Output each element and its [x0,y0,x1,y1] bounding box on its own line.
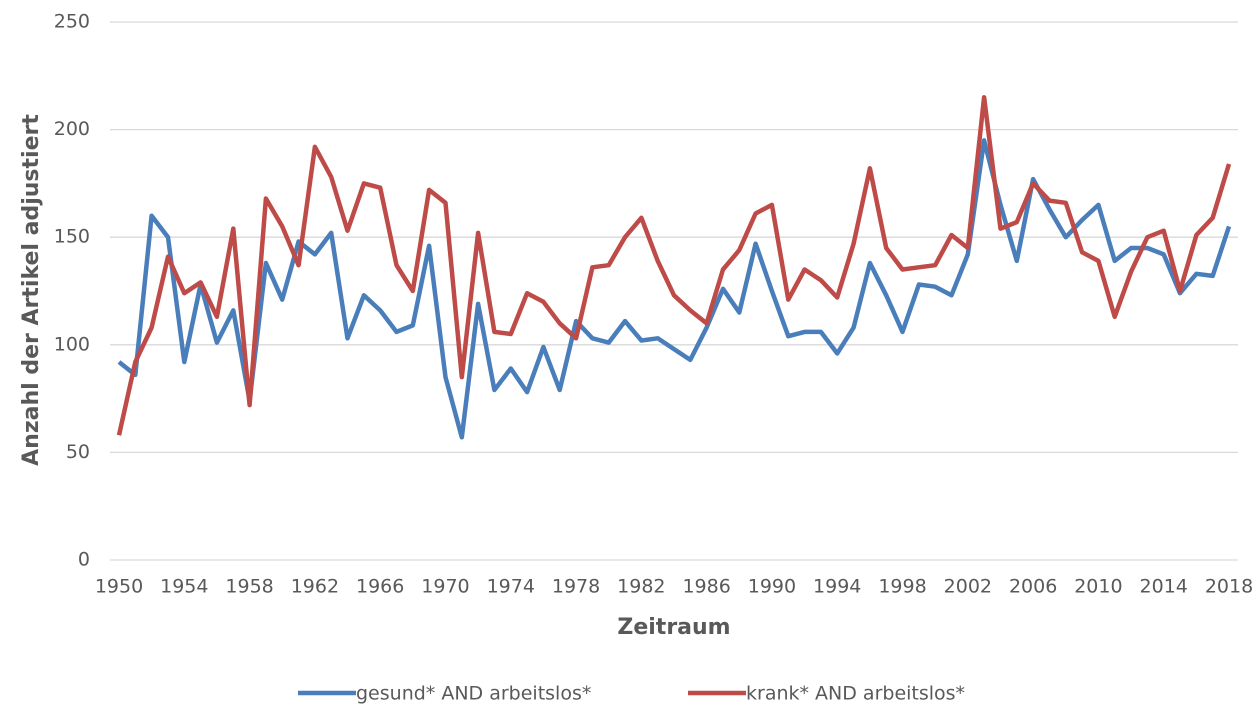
x-tick-label: 1994 [813,576,861,598]
x-tick-label: 2010 [1074,576,1122,598]
series-line [117,138,1232,440]
x-tick-label: 1958 [225,576,273,598]
legend-label: gesund* AND arbeitslos* [356,683,591,705]
x-tick-label: 1962 [291,576,339,598]
y-tick-label: 100 [54,333,90,355]
y-tick-label: 0 [78,549,90,571]
x-tick-label: 1990 [748,576,796,598]
x-tick-label: 1954 [160,576,208,598]
x-tick-label: 1978 [552,576,600,598]
x-tick-label: 1970 [421,576,469,598]
x-axis-title: Zeitraum [617,615,730,640]
x-tick-label: 1982 [617,576,665,598]
y-tick-label: 50 [66,441,90,463]
x-tick-label: 1986 [682,576,730,598]
x-tick-label: 1998 [878,576,926,598]
x-tick-label: 1974 [487,576,535,598]
x-tick-label: 2002 [944,576,992,598]
x-tick-label: 2006 [1009,576,1057,598]
y-tick-label: 250 [54,11,90,33]
x-tick-label: 1950 [95,576,143,598]
x-tick-label: 2018 [1205,576,1253,598]
legend-label: krank* AND arbeitslos* [746,683,965,705]
series-line [116,95,1232,436]
y-axis-title: Anzahl der Artikel adjustiert [19,114,44,466]
x-tick-label: 2014 [1140,576,1188,598]
y-tick-label: 200 [54,118,90,140]
x-tick-label: 1966 [356,576,404,598]
y-tick-label: 150 [54,226,90,248]
